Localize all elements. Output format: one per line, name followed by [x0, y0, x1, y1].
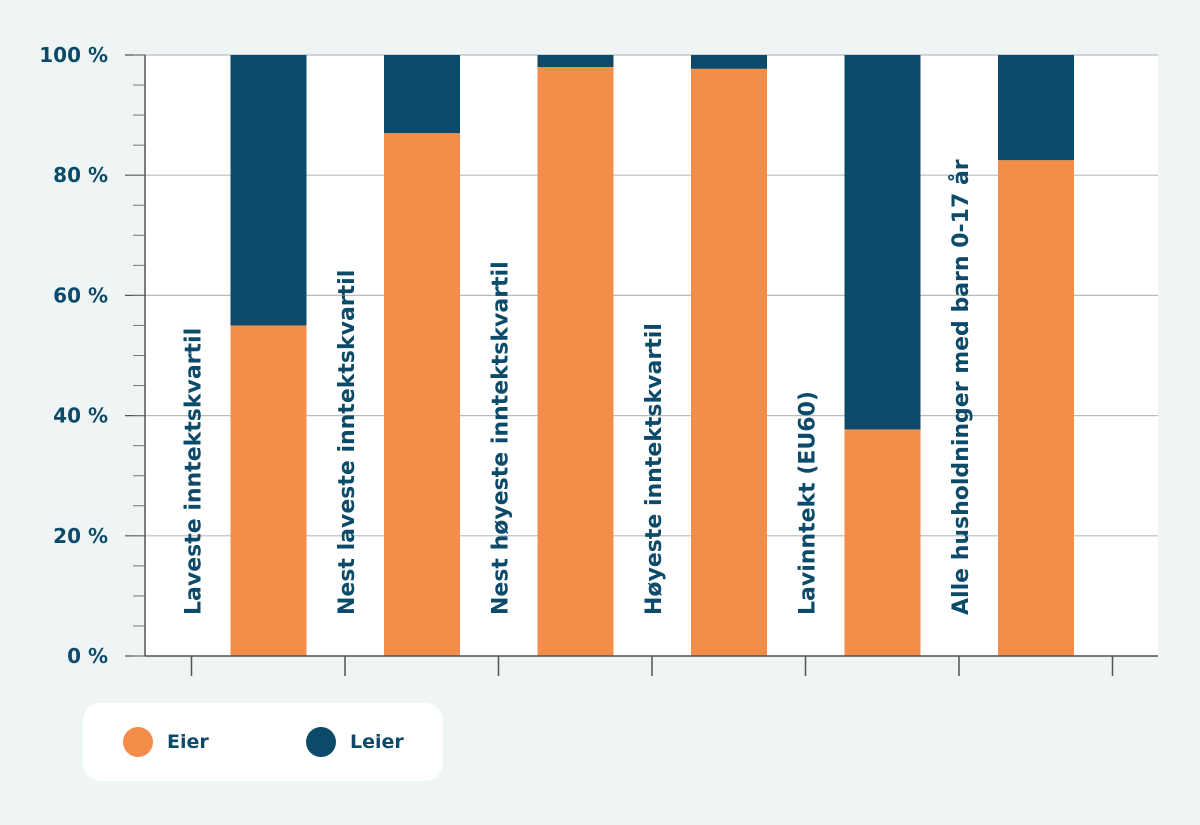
- category-label: Høyeste inntektskvartil: [642, 323, 667, 615]
- legend-label-eier: Eier: [167, 731, 209, 753]
- bar-eier: [384, 133, 460, 656]
- bar-eier: [537, 67, 614, 656]
- category-label: Lavinntekt (EU60): [796, 391, 821, 615]
- category-label: Alle husholdninger med barn 0-17 år: [948, 159, 974, 615]
- category-label: Nest laveste inntektskvartil: [335, 270, 360, 615]
- axes: 0 % 20 % 40 % 60 % 80 % 100 %: [39, 43, 1158, 676]
- legend-swatch-eier: [123, 727, 153, 757]
- bar-leier: [998, 55, 1074, 161]
- legend-item-eier: Eier: [123, 727, 209, 757]
- y-tick-label: 100 %: [39, 43, 108, 67]
- legend-label-leier: Leier: [350, 731, 404, 753]
- bar-leier: [537, 55, 614, 68]
- bars: [230, 55, 1074, 657]
- category-labels: Laveste inntektskvartil Nest laveste innt…: [182, 159, 975, 615]
- category-label: Laveste inntektskvartil: [182, 328, 207, 615]
- stacked-bar-chart: Laveste inntektskvartil Nest laveste innt…: [39, 43, 1158, 676]
- legend: Eier Leier: [83, 703, 443, 781]
- y-tick-label: 60 %: [53, 283, 108, 307]
- bar-eier: [998, 160, 1074, 657]
- plot-area: [145, 55, 1158, 656]
- y-tick-label: 40 %: [53, 404, 108, 428]
- legend-swatch-leier: [306, 727, 336, 757]
- bar-eier: [230, 325, 307, 656]
- y-tick-label: 80 %: [53, 163, 108, 187]
- y-tick-label: 0 %: [67, 644, 108, 668]
- bar-eier: [844, 429, 921, 656]
- bar-leier: [691, 55, 767, 69]
- legend-item-leier: Leier: [306, 727, 404, 757]
- y-tick-label: 20 %: [53, 524, 108, 548]
- bar-leier: [230, 55, 307, 326]
- bar-leier: [844, 55, 921, 430]
- bar-leier: [384, 55, 460, 134]
- category-label: Nest høyeste inntektskvartil: [489, 261, 514, 615]
- bar-eier: [691, 68, 767, 656]
